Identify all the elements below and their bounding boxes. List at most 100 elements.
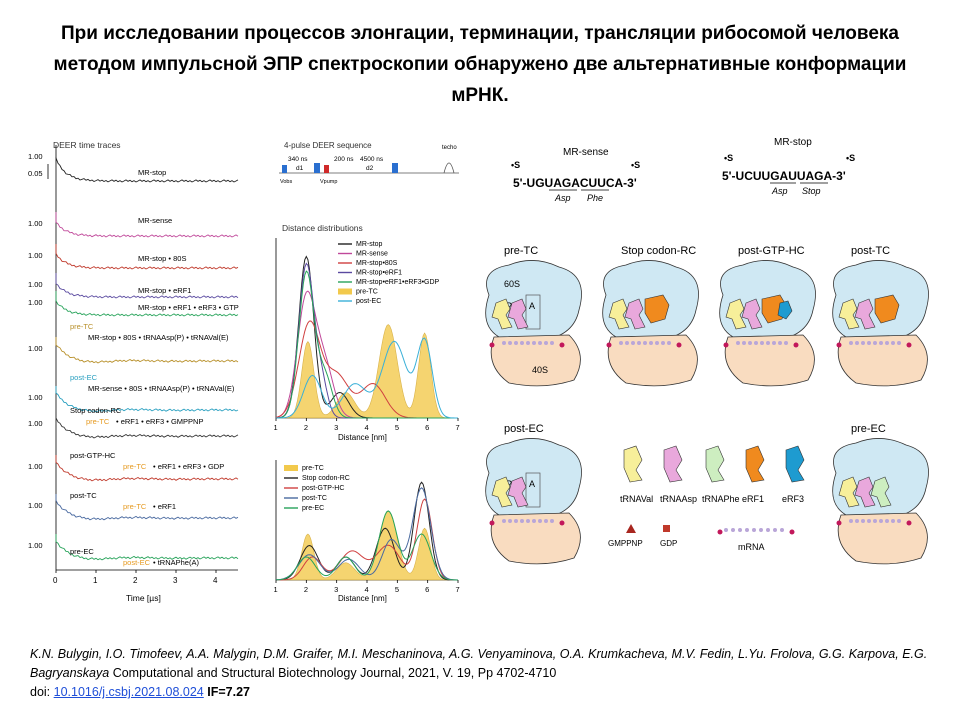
subunit-60s xyxy=(485,260,582,341)
trace-ylabel: 1.00 xyxy=(28,251,43,260)
mrna-bead xyxy=(879,519,883,523)
dist-xtick-label: 6 xyxy=(425,585,429,594)
mrna-bead xyxy=(502,519,506,523)
pulse-sequence-panel: 4-pulse DEER sequence 340 ns d1 200 ns 4… xyxy=(279,141,459,185)
codon-stop: Stop xyxy=(802,186,821,196)
legend-label: pre-TC xyxy=(356,289,378,296)
mrna-bead xyxy=(532,519,536,523)
legend-swatch xyxy=(284,465,298,471)
legend-shape xyxy=(623,445,643,483)
mrna-bead xyxy=(873,341,877,345)
ribosome-complex: pre-EC xyxy=(832,423,929,565)
ribosome-complex: post-GTP-HC xyxy=(719,245,816,387)
ribosome-complex: pre-TC60S40SEPA xyxy=(485,245,582,387)
mrna-bead xyxy=(667,341,671,345)
subunit-40s xyxy=(724,334,815,387)
trna-phe xyxy=(870,476,892,508)
seq-label-vpump: Vpump xyxy=(320,179,337,185)
mrna-bead xyxy=(544,519,548,523)
spin-label xyxy=(606,342,612,348)
trace-ylabel: 1.00 xyxy=(28,298,43,307)
erf3 xyxy=(777,300,793,320)
spin-label xyxy=(489,520,495,526)
mrna-bead xyxy=(736,341,740,345)
mrna-bead xyxy=(661,341,665,345)
distance-distributions-panel: Distance distributions MR-stopMR-senseMR… xyxy=(274,223,460,442)
trace-label: MR-stop • 80S xyxy=(138,254,186,263)
trace-yscale: 0.05 xyxy=(28,169,43,178)
complex-title: pre-EC xyxy=(851,423,886,435)
trace-tag: pre-TC xyxy=(70,322,94,331)
legend-label: post-EC xyxy=(356,298,381,305)
legend-shape xyxy=(785,445,805,483)
ribosome-complex: post-TC xyxy=(832,245,929,387)
mrna-bead xyxy=(520,519,524,523)
mrna-bead xyxy=(885,519,889,523)
spin-label xyxy=(906,520,912,526)
mrna-bead xyxy=(861,519,865,523)
trace-line xyxy=(55,494,239,521)
trace-tag2: pre-TC xyxy=(123,462,147,471)
mrna-bead xyxy=(759,528,763,532)
site-a-label: A xyxy=(529,301,535,311)
trna-val xyxy=(491,476,513,508)
trace-line xyxy=(55,212,239,238)
spin-label xyxy=(676,342,682,348)
complex-title: pre-TC xyxy=(504,245,538,257)
trace-tag2: pre-TC xyxy=(123,502,147,511)
trace-ytop: 1.00 xyxy=(28,152,43,161)
mrna-stop-diagram: MR-stop •S •S 5'-UCUUGAUUAGA-3' Asp Stop xyxy=(722,137,855,196)
spin-label-left: •S xyxy=(724,153,733,163)
dist-xtick-label: 4 xyxy=(365,423,369,432)
mrna-bead xyxy=(754,341,758,345)
complex-title: post-GTP-HC xyxy=(738,245,805,257)
trace-ylabel: 1.00 xyxy=(28,541,43,550)
mrna-bead xyxy=(760,341,764,345)
trace-tag2: post-EC xyxy=(123,558,151,567)
dist1-xlabel: Distance [nm] xyxy=(338,433,387,442)
trace-ylabel: 1.00 xyxy=(28,462,43,471)
mrna-bead xyxy=(879,341,883,345)
mrna-bead xyxy=(766,528,770,532)
erf1 xyxy=(874,294,900,324)
trace-ylabel: 1.00 xyxy=(28,280,43,289)
pulse-2 xyxy=(314,163,320,173)
trace-ylabel: 1.00 xyxy=(28,501,43,510)
mrna-bead xyxy=(773,528,777,532)
a-site-box xyxy=(525,294,541,330)
mrna-bead xyxy=(742,341,746,345)
mrna-bead xyxy=(897,341,901,345)
legend-shape xyxy=(663,445,683,483)
mrna-bead xyxy=(649,341,653,345)
doi-link[interactable]: 10.1016/j.csbj.2021.08.024 xyxy=(53,685,204,699)
ribosome-complex: Stop codon-RC xyxy=(602,245,699,387)
trna-val xyxy=(838,298,860,330)
trace-tag: post-GTP-HC xyxy=(70,451,116,460)
complex-row-1: pre-TC60S40SEPAStop codon-RC post-GTP-HC p… xyxy=(485,245,929,387)
mrna-bead xyxy=(625,341,629,345)
pump-pulse xyxy=(324,165,329,173)
legend-label: MR-stop•eRF1•eRF3•GDP xyxy=(356,279,440,286)
dist2-xlabel: Distance [nm] xyxy=(338,594,387,603)
mrna-bead xyxy=(502,341,506,345)
trace-label: MR-stop xyxy=(138,168,166,177)
reference-journal: Computational and Structural Biotechnolo… xyxy=(112,666,557,680)
mrna-bead xyxy=(849,341,853,345)
pulse-1 xyxy=(282,165,287,173)
spin-label xyxy=(836,520,842,526)
ribosome-complexes-panel: pre-TC60S40SEPAStop codon-RC post-GTP-HC p… xyxy=(485,245,929,565)
mrna-bead xyxy=(508,519,512,523)
trna-asp xyxy=(854,298,876,330)
mrna-bead xyxy=(538,519,542,523)
legend-label: MR-stop•eRF1 xyxy=(356,270,402,277)
spin-label xyxy=(793,342,799,348)
trace-xtick-label: 2 xyxy=(133,576,138,585)
doi-prefix: doi: xyxy=(30,685,51,699)
dist2-xticks: 1 2 3 4 5 6 7 xyxy=(274,580,460,594)
dist-xtick-label: 3 xyxy=(334,423,338,432)
legend-label: eRF3 xyxy=(782,494,804,504)
trna-val xyxy=(608,298,630,330)
legend-label: post-TC xyxy=(302,495,327,502)
mrna-bead xyxy=(784,341,788,345)
